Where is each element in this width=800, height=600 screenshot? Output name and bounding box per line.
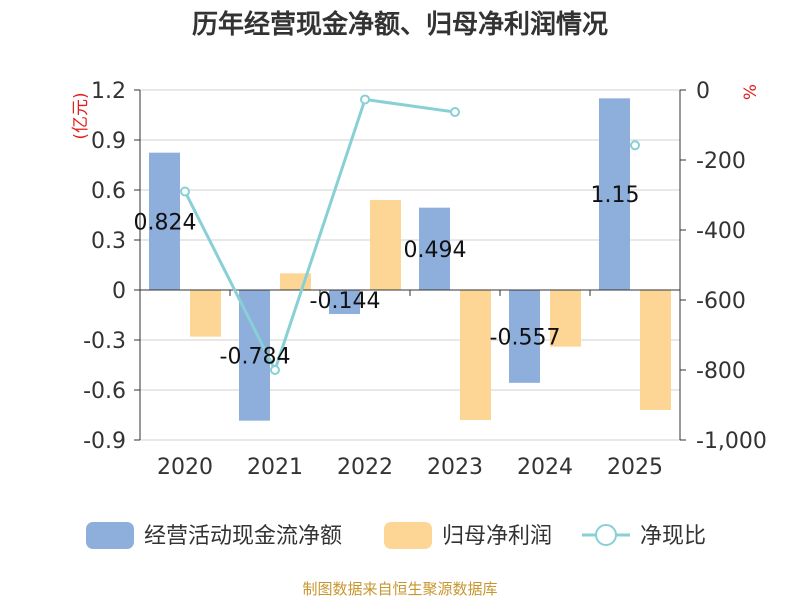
ratio-point [180, 186, 190, 197]
right-tick-label: 0 [696, 79, 710, 104]
ratio-line [180, 94, 640, 375]
cashflow-data-label: 0.824 [134, 210, 197, 235]
data-labels: 0.824 -0.784 -0.144 0.494 -0.557 1.15 [134, 183, 640, 369]
net-profit-bar [550, 290, 581, 347]
net-profit-bar [370, 200, 401, 290]
category-label: 2025 [607, 455, 663, 480]
ratio-point [270, 365, 280, 375]
legend-label: 归母净利润 [442, 524, 552, 549]
net-profit-bar [640, 290, 671, 410]
left-tick-label: 0.6 [91, 179, 126, 204]
cashflow-data-label: 1.15 [591, 183, 640, 208]
right-tick-label: -600 [696, 289, 746, 314]
legend-swatch [384, 522, 432, 549]
ratio-point [360, 94, 370, 105]
category-label: 2020 [157, 455, 213, 480]
cashflow-bar [419, 207, 450, 290]
right-axis-title: % [741, 84, 761, 100]
right-tick-label: -800 [696, 359, 746, 384]
legend-label: 净现比 [640, 524, 706, 549]
cashflow-bar [329, 290, 360, 314]
ratio-point [450, 107, 460, 118]
axes: 1.2 0.9 0.6 0.3 0 -0.3 -0.6 -0.9 0 -200 -400 -600 -8… [71, 79, 767, 480]
left-tick-label: 0.3 [91, 229, 126, 254]
chart-title: 历年经营现金净额、归母净利润情况 [191, 10, 608, 40]
legend-swatch [86, 522, 134, 549]
cashflow-bar [599, 98, 630, 290]
category-label: 2024 [517, 455, 573, 480]
ratio-line-segment [183, 97, 456, 374]
ratio-point [630, 140, 640, 151]
cashflow-bar [509, 290, 540, 383]
left-tick-label: -0.3 [83, 329, 126, 354]
legend-label: 经营活动现金流净额 [144, 524, 342, 549]
cashflow-bar [149, 152, 180, 290]
bars [149, 98, 671, 421]
legend: 经营活动现金流净额 归母净利润 净现比 [86, 522, 706, 549]
cashflow-data-label: 0.494 [404, 238, 467, 263]
category-label: 2023 [427, 455, 483, 480]
left-axis-title: (亿元) [71, 92, 91, 139]
left-tick-label: -0.9 [83, 429, 126, 454]
grid-lines [140, 89, 680, 441]
net-profit-bar [460, 290, 491, 420]
cashflow-data-label: -0.144 [310, 289, 381, 314]
left-tick-label: 0 [112, 279, 126, 304]
right-tick-label: -400 [696, 219, 746, 244]
right-tick-label: -1,000 [696, 429, 767, 454]
left-tick-label: 0.9 [91, 129, 126, 154]
left-tick-label: -0.6 [83, 379, 126, 404]
source-note: 制图数据来自恒生聚源数据库 [302, 580, 498, 598]
category-label: 2021 [247, 455, 303, 480]
cashflow-data-label: -0.784 [220, 344, 291, 369]
category-label: 2022 [337, 455, 393, 480]
cashflow-data-label: -0.557 [490, 325, 561, 350]
left-tick-label: 1.2 [91, 79, 126, 104]
net-profit-bar [190, 290, 221, 337]
legend-marker [595, 524, 617, 546]
right-tick-label: -200 [696, 149, 746, 174]
